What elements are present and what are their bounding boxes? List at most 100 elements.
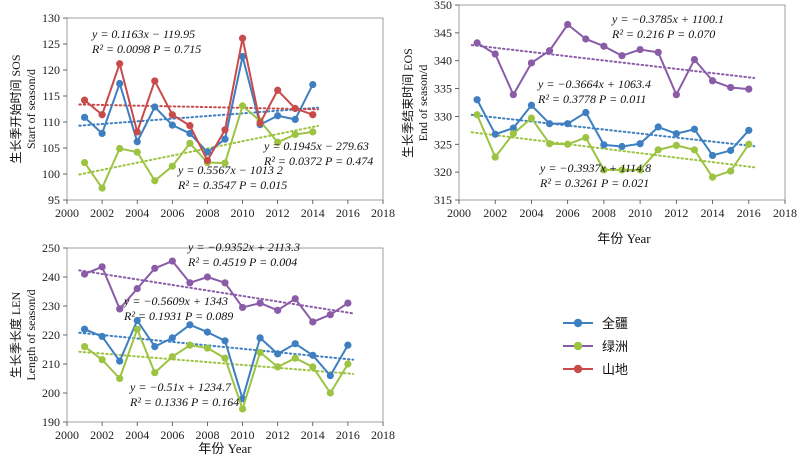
y-axis-label: 生长季开始时间 SOSStart of season/d bbox=[9, 54, 38, 163]
data-point-全疆 bbox=[727, 146, 735, 155]
data-point-绿洲 bbox=[116, 305, 124, 313]
panel-sos: 95 100 105 110 115 120 125 130 2000 2002 2004 2006 2… bbox=[9, 11, 395, 220]
x-tick-label: 2008 bbox=[195, 206, 219, 220]
data-point-全疆 bbox=[600, 141, 608, 149]
y-tick-label: 240 bbox=[42, 270, 60, 284]
data-point-山地 bbox=[745, 140, 753, 148]
y-tick-label: 115 bbox=[42, 89, 60, 103]
data-point-绿洲 bbox=[133, 285, 141, 293]
data-point-全疆 bbox=[238, 52, 247, 61]
data-point-绿洲 bbox=[654, 48, 662, 56]
data-point-全疆 bbox=[203, 328, 212, 336]
data-point-绿洲 bbox=[274, 138, 282, 146]
data-point-山地 bbox=[564, 140, 572, 148]
y-axis-label-cn: 生长季开始时间 SOS bbox=[9, 54, 23, 163]
data-point-全疆 bbox=[151, 343, 159, 351]
data-point-绿洲 bbox=[309, 128, 317, 136]
data-point-绿洲 bbox=[186, 139, 194, 147]
regression-stats: R² = 0.0372 P = 0.474 bbox=[263, 154, 373, 168]
regression-stats: R² = 0.4519 P = 0.004 bbox=[187, 255, 297, 269]
x-tick-label: 2018 bbox=[371, 206, 395, 220]
data-point-全疆 bbox=[186, 129, 194, 138]
legend-label-1: 绿洲 bbox=[602, 339, 628, 354]
data-point-全疆 bbox=[133, 316, 141, 325]
data-point-山地 bbox=[509, 130, 517, 138]
data-point-绿洲 bbox=[238, 102, 247, 110]
x-tick-label: 2004 bbox=[125, 428, 149, 442]
y-tick-label: 100 bbox=[42, 167, 60, 181]
data-point-山地 bbox=[654, 146, 662, 154]
panel-len: 190 200 210 220 230 240 250 2000 2002 2004 2006 200… bbox=[8, 240, 395, 456]
trend-line-山地 bbox=[78, 103, 320, 111]
data-point-绿洲 bbox=[221, 159, 229, 167]
regression-stats: R² = 0.3778 P = 0.011 bbox=[537, 92, 646, 106]
y-tick-label: 230 bbox=[42, 299, 60, 313]
data-point-山地 bbox=[582, 134, 590, 142]
data-point-全疆 bbox=[636, 140, 644, 148]
data-point-绿洲 bbox=[98, 184, 106, 192]
series-line-绿洲 bbox=[476, 23, 749, 96]
trend-line-全疆 bbox=[78, 331, 355, 361]
regression-equation: y = −0.5609x + 1343 bbox=[123, 294, 228, 308]
x-axis-label: 年份 Year bbox=[198, 441, 252, 456]
data-point-山地 bbox=[326, 389, 334, 397]
data-point-山地 bbox=[151, 369, 159, 377]
trend-line-山地 bbox=[78, 350, 355, 375]
x-tick-label: 2016 bbox=[336, 428, 360, 442]
data-point-绿洲 bbox=[291, 130, 299, 139]
data-point-全疆 bbox=[116, 79, 124, 88]
data-point-山地 bbox=[238, 34, 247, 42]
data-point-绿洲 bbox=[582, 35, 590, 43]
regression-equation: y = −0.3785x + 1100.1 bbox=[611, 12, 724, 26]
regression-stats: R² = 0.3261 P = 0.021 bbox=[539, 176, 649, 190]
y-tick-label: 210 bbox=[42, 357, 60, 371]
x-tick-label: 2000 bbox=[55, 206, 79, 220]
data-point-山地 bbox=[133, 325, 141, 333]
data-point-绿洲 bbox=[309, 318, 317, 326]
y-tick-label: 330 bbox=[434, 109, 452, 123]
data-point-全疆 bbox=[672, 130, 680, 138]
data-point-山地 bbox=[618, 166, 626, 174]
data-point-山地 bbox=[672, 141, 680, 149]
data-point-山地 bbox=[291, 354, 299, 362]
data-point-绿洲 bbox=[708, 77, 717, 85]
data-point-山地 bbox=[274, 363, 282, 371]
trend-line-山地 bbox=[470, 131, 756, 169]
data-point-全疆 bbox=[221, 135, 229, 143]
y-tick-label: 125 bbox=[42, 37, 60, 51]
data-point-全疆 bbox=[133, 138, 141, 146]
y-tick-label: 95 bbox=[48, 193, 60, 207]
x-tick-label: 2014 bbox=[301, 206, 325, 220]
y-axis-label-en: Length of season/d bbox=[24, 289, 38, 380]
data-point-全疆 bbox=[618, 142, 626, 151]
x-tick-label: 2006 bbox=[160, 206, 184, 220]
data-point-山地 bbox=[708, 173, 717, 181]
regression-equation: y = 0.5567x − 1013 2 bbox=[177, 163, 283, 177]
data-point-山地 bbox=[473, 111, 481, 119]
data-point-全疆 bbox=[168, 121, 176, 129]
y-axis-label-en: Start of season/d bbox=[24, 69, 38, 149]
y-tick-label: 110 bbox=[42, 115, 60, 129]
data-point-绿洲 bbox=[186, 279, 194, 287]
x-tick-label: 2018 bbox=[371, 428, 395, 442]
data-point-山地 bbox=[151, 77, 159, 85]
regression-equation: y = −0.3664x + 1063.4 bbox=[537, 77, 651, 91]
data-point-绿洲 bbox=[98, 263, 106, 271]
x-tick-label: 2012 bbox=[266, 428, 290, 442]
data-point-全疆 bbox=[291, 340, 299, 348]
x-tick-label: 2008 bbox=[592, 206, 616, 220]
data-point-山地 bbox=[256, 348, 264, 356]
data-point-全疆 bbox=[545, 120, 554, 128]
x-tick-label: 2014 bbox=[701, 206, 725, 220]
regression-equation: y = −0.51x + 1234.7 bbox=[129, 380, 232, 394]
data-point-山地 bbox=[274, 86, 282, 94]
data-point-山地 bbox=[344, 360, 352, 368]
data-point-全疆 bbox=[708, 151, 717, 160]
y-tick-label: 190 bbox=[42, 415, 60, 429]
x-tick-label: 2010 bbox=[231, 428, 255, 442]
plot-frame bbox=[66, 17, 384, 201]
data-point-绿洲 bbox=[133, 148, 141, 156]
data-point-全疆 bbox=[690, 125, 699, 133]
data-point-绿洲 bbox=[326, 311, 334, 319]
